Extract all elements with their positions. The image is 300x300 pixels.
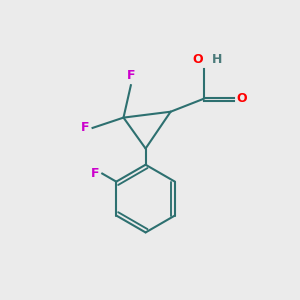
Text: O: O — [192, 53, 203, 66]
Text: F: F — [81, 122, 90, 134]
Text: O: O — [237, 92, 247, 105]
Text: F: F — [91, 167, 99, 180]
Text: H: H — [212, 53, 222, 66]
Text: F: F — [127, 69, 135, 82]
